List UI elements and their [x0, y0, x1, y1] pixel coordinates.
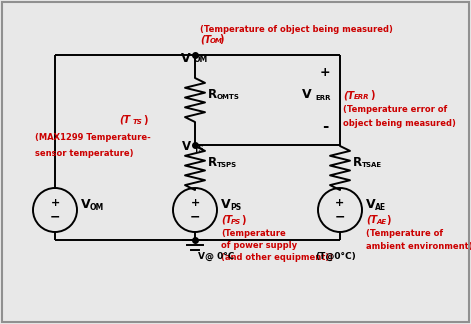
Text: R: R: [208, 156, 217, 169]
Text: of power supply: of power supply: [221, 241, 297, 250]
Text: OM: OM: [210, 38, 223, 44]
Text: -: -: [322, 120, 328, 134]
Text: ): ): [143, 115, 147, 125]
Text: −: −: [335, 211, 345, 224]
Text: (T: (T: [119, 115, 130, 125]
Text: V: V: [181, 52, 191, 64]
Text: TSAE: TSAE: [362, 162, 382, 168]
Text: −: −: [190, 211, 200, 224]
Text: R: R: [208, 88, 217, 101]
Text: R: R: [353, 156, 362, 169]
Text: ): ): [241, 215, 245, 225]
Text: PS: PS: [230, 202, 241, 212]
Text: TS: TS: [133, 119, 143, 125]
Text: +: +: [335, 198, 345, 208]
Text: OMTS: OMTS: [217, 94, 240, 100]
Text: −: −: [50, 211, 60, 224]
Text: OM: OM: [194, 55, 208, 64]
Text: (T: (T: [343, 90, 354, 100]
Text: ERR: ERR: [315, 95, 331, 101]
Text: V: V: [221, 199, 231, 212]
Text: +: +: [50, 198, 60, 208]
Text: +: +: [190, 198, 200, 208]
Text: ): ): [219, 34, 224, 44]
Text: object being measured): object being measured): [343, 119, 456, 128]
Text: sensor temperature): sensor temperature): [35, 148, 133, 157]
Text: PS: PS: [231, 219, 241, 225]
Text: (T: (T: [200, 34, 211, 44]
Text: V: V: [366, 199, 376, 212]
Text: (Temperature error of: (Temperature error of: [343, 106, 447, 114]
Text: TSPS: TSPS: [217, 162, 237, 168]
Text: (T@0°C): (T@0°C): [315, 251, 356, 260]
Text: (T: (T: [366, 215, 377, 225]
Text: AE: AE: [375, 202, 386, 212]
Text: ): ): [370, 90, 374, 100]
Text: V@ 0°C: V@ 0°C: [198, 251, 235, 260]
Text: AE: AE: [376, 219, 386, 225]
Text: (MAX1299 Temperature-: (MAX1299 Temperature-: [35, 133, 151, 142]
Text: (Temperature of object being measured): (Temperature of object being measured): [200, 25, 393, 33]
Text: (T: (T: [221, 215, 232, 225]
Text: +: +: [320, 66, 330, 79]
Text: ERR: ERR: [354, 94, 370, 100]
Text: (Temperature of: (Temperature of: [366, 229, 443, 238]
Text: OM: OM: [90, 202, 104, 212]
Text: V: V: [81, 199, 90, 212]
Text: TS: TS: [194, 145, 205, 154]
Text: ambient environment): ambient environment): [366, 241, 471, 250]
Text: ): ): [386, 215, 390, 225]
Text: (Temperature: (Temperature: [221, 229, 286, 238]
Text: V: V: [302, 88, 312, 101]
Text: V: V: [182, 141, 191, 154]
Text: (and other equipment)): (and other equipment)): [221, 253, 333, 262]
